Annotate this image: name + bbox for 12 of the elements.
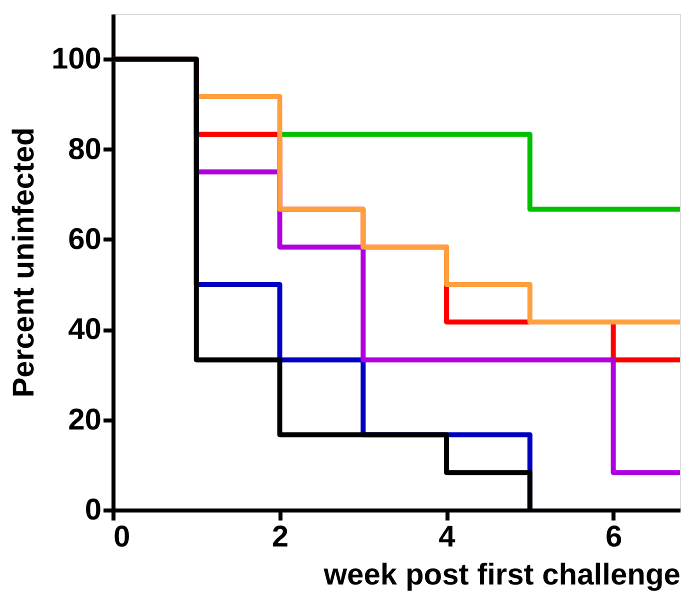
x-tick-label: 2 (272, 520, 289, 554)
x-tick-label: 0 (114, 520, 130, 554)
y-tick-label: 20 (68, 403, 102, 436)
y-tick-label: 60 (68, 222, 102, 256)
y-tick-label: 40 (68, 313, 102, 346)
y-axis-title: Percent uninfected (7, 127, 40, 398)
x-axis-title: week post first challenge (322, 558, 680, 592)
y-tick-label: 0 (84, 494, 102, 526)
y-tick-label: 100 (51, 42, 102, 76)
y-tick-label: 80 (68, 132, 102, 166)
x-tick-label: 4 (438, 520, 456, 554)
x-tick-label: 6 (605, 520, 622, 554)
